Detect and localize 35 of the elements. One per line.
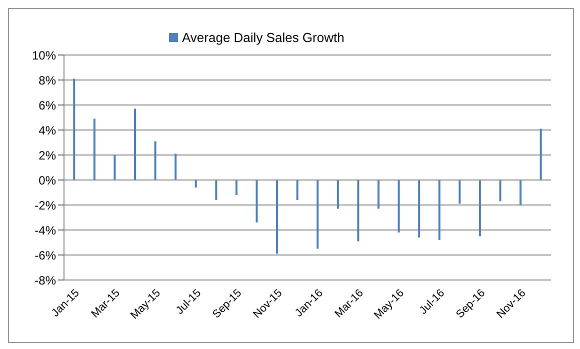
bar [73,78,76,180]
bar [357,180,360,242]
bar [235,180,238,195]
bar [540,128,542,180]
bar [478,180,481,236]
bar [520,180,522,205]
bar [154,141,156,180]
bar [458,180,461,204]
bar [336,180,339,209]
y-tick-label: 6% [38,98,56,112]
y-tick-label: -8% [34,273,56,288]
bar [134,108,136,180]
y-tick-label: 10% [32,48,56,62]
bar [499,180,502,202]
y-tick-label: -6% [34,248,56,262]
bar [174,154,177,180]
bar [438,180,440,240]
y-tick-label: 2% [38,148,56,162]
bar [398,180,400,232]
bar [114,155,116,180]
y-tick-label: -4% [34,223,56,238]
bar [215,180,218,200]
y-tick-label: 8% [38,73,56,88]
bar [296,180,298,200]
bar [316,180,319,249]
bar [276,180,278,254]
bar [194,180,197,188]
legend-label: Average Daily Sales Growth [182,30,344,45]
bar [256,180,258,222]
bar [378,180,380,209]
y-tick-label: 0% [38,173,56,188]
bar [93,118,96,180]
y-tick-label: 4% [38,123,56,138]
bar [418,180,420,238]
y-tick-label: -2% [34,198,56,212]
